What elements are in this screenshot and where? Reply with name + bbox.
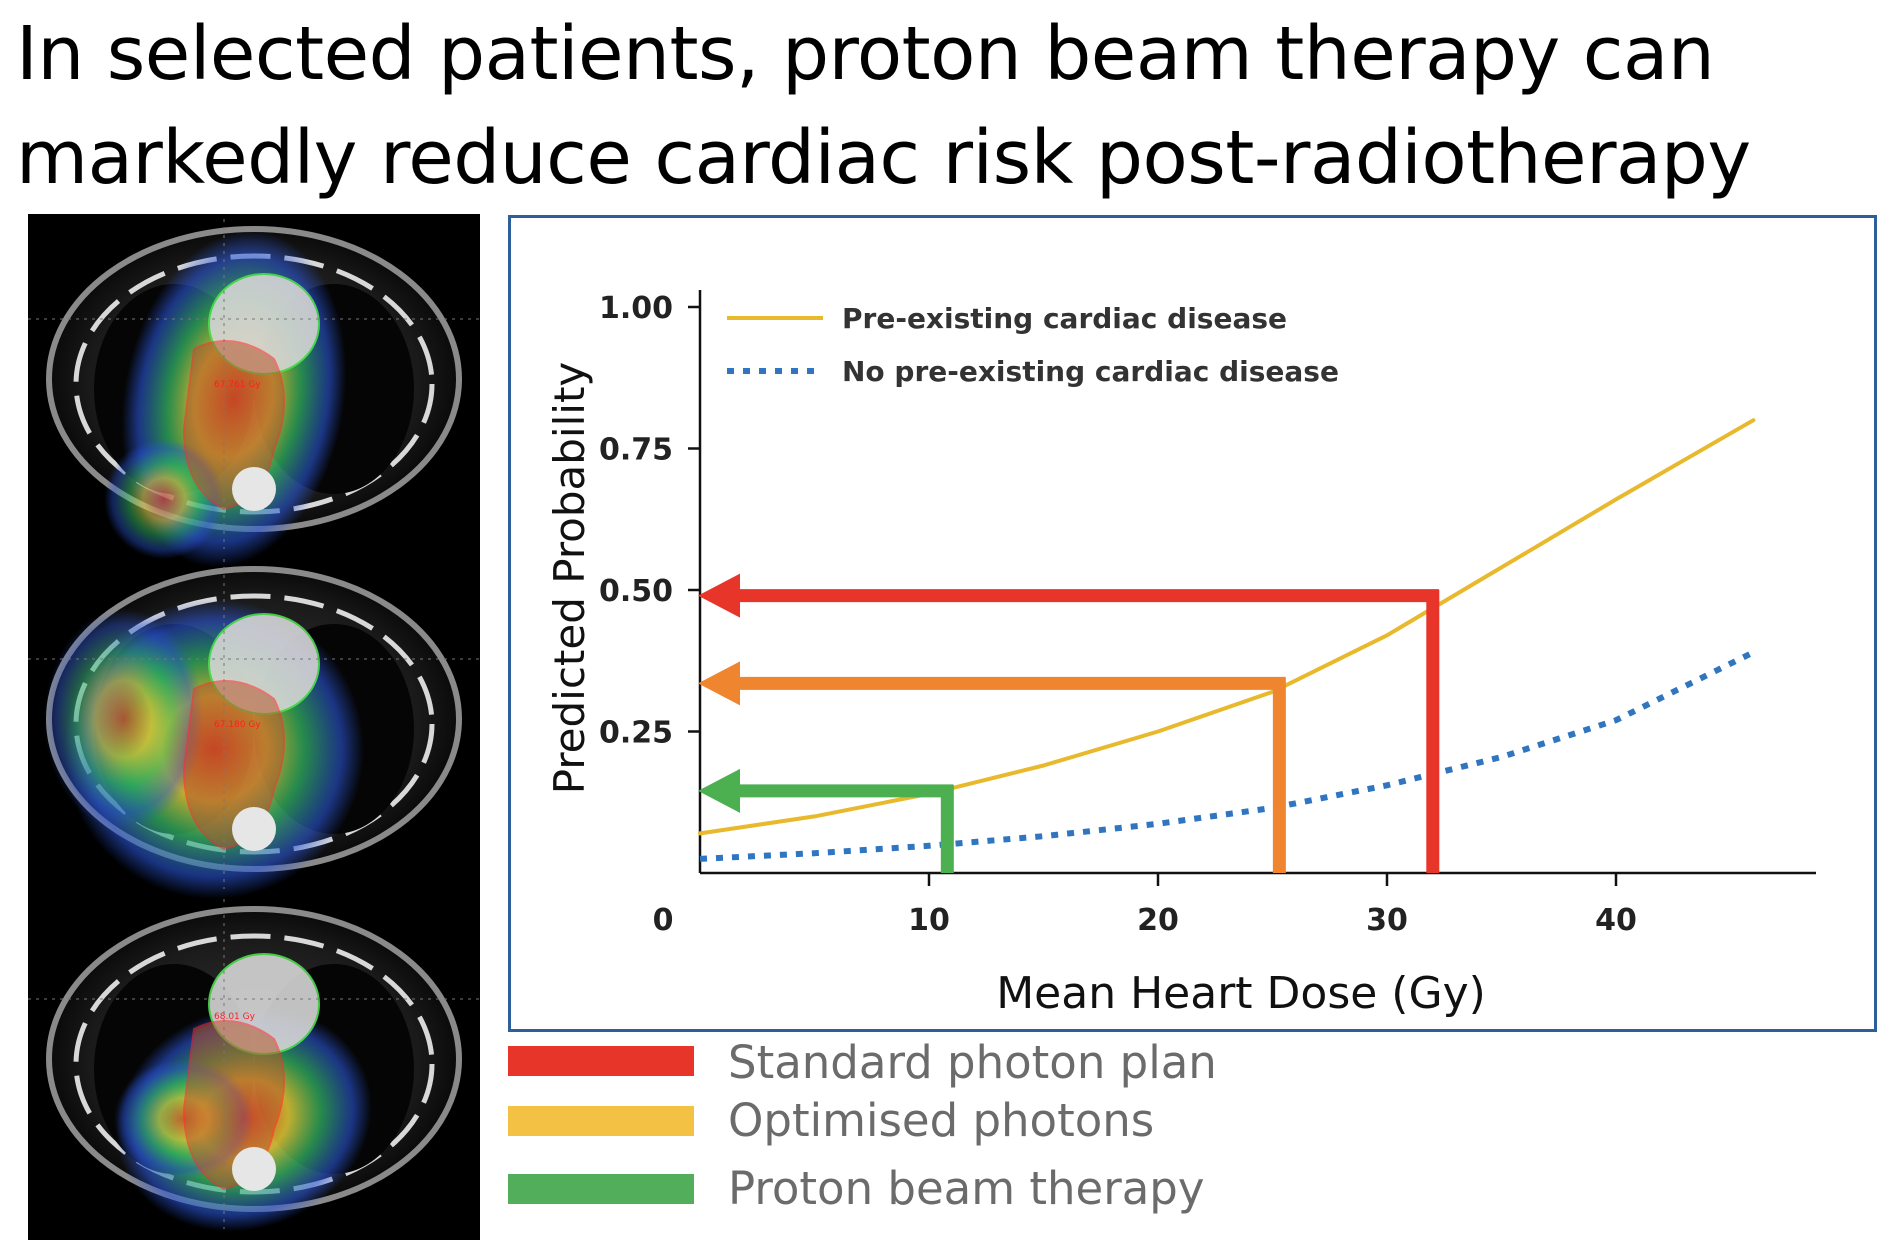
proton-arrow <box>698 768 954 873</box>
risk-chart: 0.25 0.50 0.75 1.00 0 10 20 30 40 Mean Heart Dose… <box>545 290 1816 1019</box>
proton-ct: 68.01 Gy <box>28 899 480 1232</box>
optimised-photons-arrow <box>698 661 1286 873</box>
x-tick-label: 20 <box>1137 903 1179 938</box>
x-tick-label: 40 <box>1595 903 1637 938</box>
ct-dose-images: 67.761 Gy 67.180 Gy 68.01 Gy <box>28 219 480 1232</box>
standard-photon-ct: 67.761 Gy <box>28 219 480 568</box>
y-tick-label: 0.50 <box>599 574 673 609</box>
y-tick-label: 0.75 <box>599 433 673 468</box>
ct-spine <box>232 807 276 851</box>
ct-dose-panel: 67.761 Gy 67.180 Gy 68.01 Gy <box>28 214 480 1240</box>
title-line-2: markedly reduce cardiac risk post-radiot… <box>16 115 1751 201</box>
legend-label: No pre-existing cardiac disease <box>842 355 1339 388</box>
annotation-arrowhead <box>698 573 740 618</box>
series-line-pre-existing <box>698 418 1756 836</box>
y-tick-label: 0.25 <box>599 716 673 751</box>
ct-spine <box>232 1147 276 1191</box>
chart-frame: 0.25 0.50 0.75 1.00 0 10 20 30 40 Mean Heart Dose… <box>508 215 1877 1032</box>
standard-photon-arrow <box>698 573 1440 873</box>
ct-target-contour <box>182 340 285 511</box>
plan-legend-label-proton: Proton beam therapy <box>728 1162 1205 1215</box>
optimised-photon-ct: 67.180 Gy <box>28 559 480 899</box>
ct-dose-label: 68.01 Gy <box>214 1012 256 1022</box>
ct-dose-label: 67.761 Gy <box>214 380 261 390</box>
ct-dose-label: 67.180 Gy <box>214 720 261 730</box>
plan-legend-label-optimised: Optimised photons <box>728 1094 1155 1147</box>
x-tick-label: 10 <box>908 903 950 938</box>
plan-legend-swatch-proton <box>508 1174 694 1204</box>
annotation-arrowhead <box>698 661 740 706</box>
dose-wash-extra <box>44 609 204 829</box>
annotation-arrowhead <box>698 768 740 813</box>
plan-legend-swatch-standard <box>508 1046 694 1076</box>
plan-legend-label-standard: Standard photon plan <box>728 1036 1217 1089</box>
series-line-no-pre-existing <box>699 649 1755 862</box>
y-axis-label: Predicted Probability <box>545 362 594 795</box>
x-tick-label: 30 <box>1366 903 1408 938</box>
slide-title: In selected patients, proton beam therap… <box>16 2 1876 210</box>
y-tick-label: 1.00 <box>599 291 673 326</box>
title-line-1: In selected patients, proton beam therap… <box>16 11 1715 97</box>
ct-target-contour <box>182 1020 285 1191</box>
x-tick-label: 0 <box>653 903 674 938</box>
ct-spine <box>232 467 276 511</box>
x-axis-label: Mean Heart Dose (Gy) <box>996 968 1486 1019</box>
ct-target-contour <box>182 680 285 851</box>
legend-label: Pre-existing cardiac disease <box>842 302 1287 335</box>
plan-legend-swatch-optimised <box>508 1106 694 1136</box>
